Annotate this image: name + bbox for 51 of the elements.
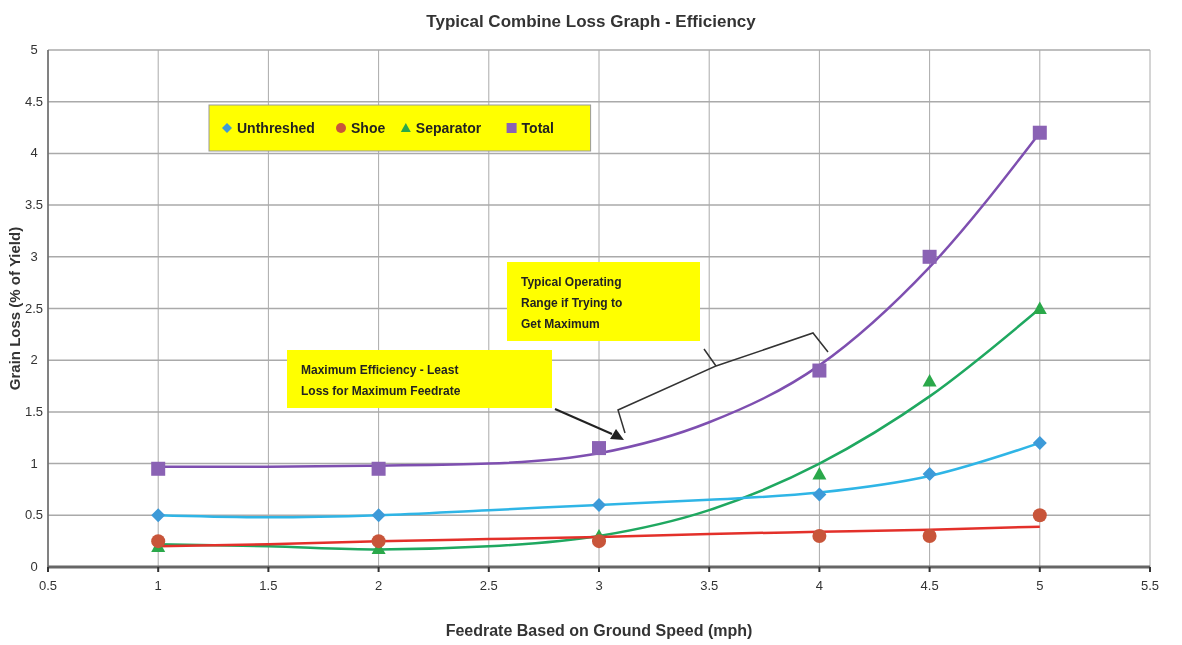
x-tick-label: 3 — [595, 578, 603, 593]
y-tick-label: 3 — [30, 248, 38, 264]
y-tick-label: 4 — [30, 145, 38, 161]
y-tick-label: 2.5 — [24, 300, 44, 316]
y-tick-label: 3.5 — [24, 197, 44, 213]
x-tick-label: 1.5 — [259, 578, 278, 593]
annotation: Maximum Efficiency - Least Loss for Maximum Feedrate — [301, 363, 461, 398]
y-tick-label: 0.5 — [24, 507, 44, 523]
x-axis-title: Feedrate Based on Ground Speed (mph) — [445, 622, 753, 639]
y-tick-label: 0 — [30, 559, 38, 574]
x-tick-label: 2 — [374, 578, 383, 593]
point — [592, 441, 606, 456]
x-tick-label: 2.5 — [479, 578, 498, 593]
x-tick-label: 5 — [1036, 578, 1044, 593]
point — [922, 373, 937, 387]
y-tick-label: 5 — [30, 42, 38, 57]
annotation: Typical Operating Range if Trying to Get Maximum — [521, 275, 623, 331]
y-tick-label: 1.5 — [24, 403, 44, 419]
y-tick-label: 2 — [30, 352, 38, 368]
y-tick-label: 4.5 — [24, 93, 44, 109]
legend-label: Shoe — [351, 120, 386, 136]
point — [1032, 301, 1047, 315]
point — [592, 497, 606, 512]
point — [812, 487, 827, 502]
legend-label: Unthreshed — [237, 120, 315, 136]
point — [371, 461, 386, 476]
x-tick-label: 4.5 — [920, 578, 939, 593]
point — [151, 508, 166, 523]
point — [592, 534, 606, 549]
x-tick-label: 5.5 — [1140, 578, 1160, 593]
legend-label: Total — [521, 120, 555, 136]
legend-label: Separator — [415, 120, 482, 136]
point — [1032, 508, 1047, 523]
x-tick-label: 3.5 — [700, 578, 719, 593]
point — [371, 534, 386, 549]
chart-title: Typical Combine Loss Graph - Efficiency — [426, 12, 757, 31]
x-tick-label: 4 — [815, 578, 824, 593]
point — [922, 466, 937, 481]
x-tick-label: 1 — [154, 578, 162, 593]
point — [151, 534, 166, 549]
y-axis-title: Grain Loss (% of Yield) — [6, 226, 23, 391]
point — [1032, 435, 1047, 450]
point — [1032, 125, 1047, 140]
point — [812, 528, 827, 543]
point — [922, 528, 937, 543]
point — [371, 508, 386, 523]
point — [812, 363, 827, 378]
point — [812, 466, 827, 480]
point — [151, 461, 166, 476]
y-tick-label: 1 — [30, 455, 38, 471]
point — [922, 249, 937, 264]
